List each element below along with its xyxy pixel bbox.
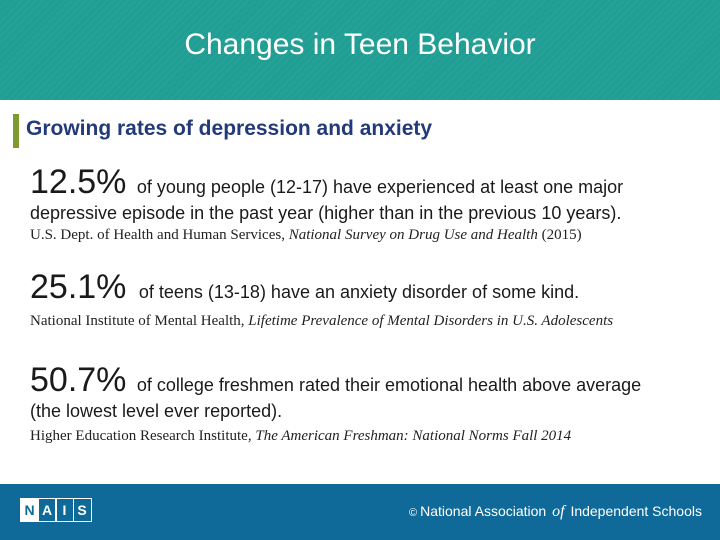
section-subtitle: Growing rates of depression and anxiety bbox=[26, 117, 433, 140]
source-year: (2015) bbox=[537, 227, 582, 243]
logo-letter: N bbox=[20, 498, 39, 522]
nais-logo[interactable]: N A I S bbox=[20, 498, 92, 522]
org-name-part1: National Association bbox=[420, 503, 547, 519]
source-title: Lifetime Prevalence of Mental Disorders … bbox=[248, 313, 614, 329]
source-title: The American Freshman: National Norms Fa… bbox=[255, 428, 572, 444]
stat-text: of college freshmen rated their emotiona… bbox=[136, 375, 642, 395]
logo-letter: S bbox=[72, 498, 92, 522]
header-banner: Changes in Teen Behavior bbox=[0, 0, 720, 100]
stat-source-1: U.S. Dept. of Health and Human Services,… bbox=[30, 226, 690, 245]
stat-block-3: 50.7% of college freshmen rated their em… bbox=[30, 361, 710, 422]
subtitle-accent-bar bbox=[13, 114, 19, 148]
stat-block-1: 12.5% of young people (12-17) have exper… bbox=[30, 163, 710, 224]
stat-value: 50.7% bbox=[30, 361, 127, 399]
page-title: Changes in Teen Behavior bbox=[184, 28, 536, 61]
stat-text-continued: (the lowest level ever reported). bbox=[30, 401, 283, 421]
source-org: National Institute of Mental Health, bbox=[30, 313, 249, 329]
org-name-of: of bbox=[552, 503, 565, 520]
stat-block-2: 25.1% of teens (13-18) have an anxiety d… bbox=[30, 268, 710, 307]
stat-value: 25.1% bbox=[30, 268, 127, 306]
source-org: Higher Education Research Institute, bbox=[30, 428, 256, 444]
copyright-symbol: © bbox=[409, 507, 418, 519]
stat-value: 12.5% bbox=[30, 163, 127, 201]
stat-source-2: National Institute of Mental Health, Lif… bbox=[30, 312, 650, 331]
org-name-part2: Independent Schools bbox=[570, 503, 702, 519]
logo-letter: I bbox=[55, 498, 74, 522]
stat-text-continued: depressive episode in the past year (hig… bbox=[30, 203, 622, 223]
source-org: U.S. Dept. of Health and Human Services, bbox=[30, 227, 289, 243]
stat-source-3: Higher Education Research Institute, The… bbox=[30, 427, 690, 446]
organization-name: © National Association of Independent Sch… bbox=[409, 503, 702, 521]
footer-bar: N A I S © National Association of Indepen… bbox=[0, 484, 720, 540]
stat-text: of teens (13-18) have an anxiety disorde… bbox=[138, 282, 580, 302]
logo-letter: A bbox=[37, 498, 57, 522]
source-title: National Survey on Drug Use and Health bbox=[288, 227, 538, 243]
stat-text: of young people (12-17) have experienced… bbox=[136, 177, 624, 197]
